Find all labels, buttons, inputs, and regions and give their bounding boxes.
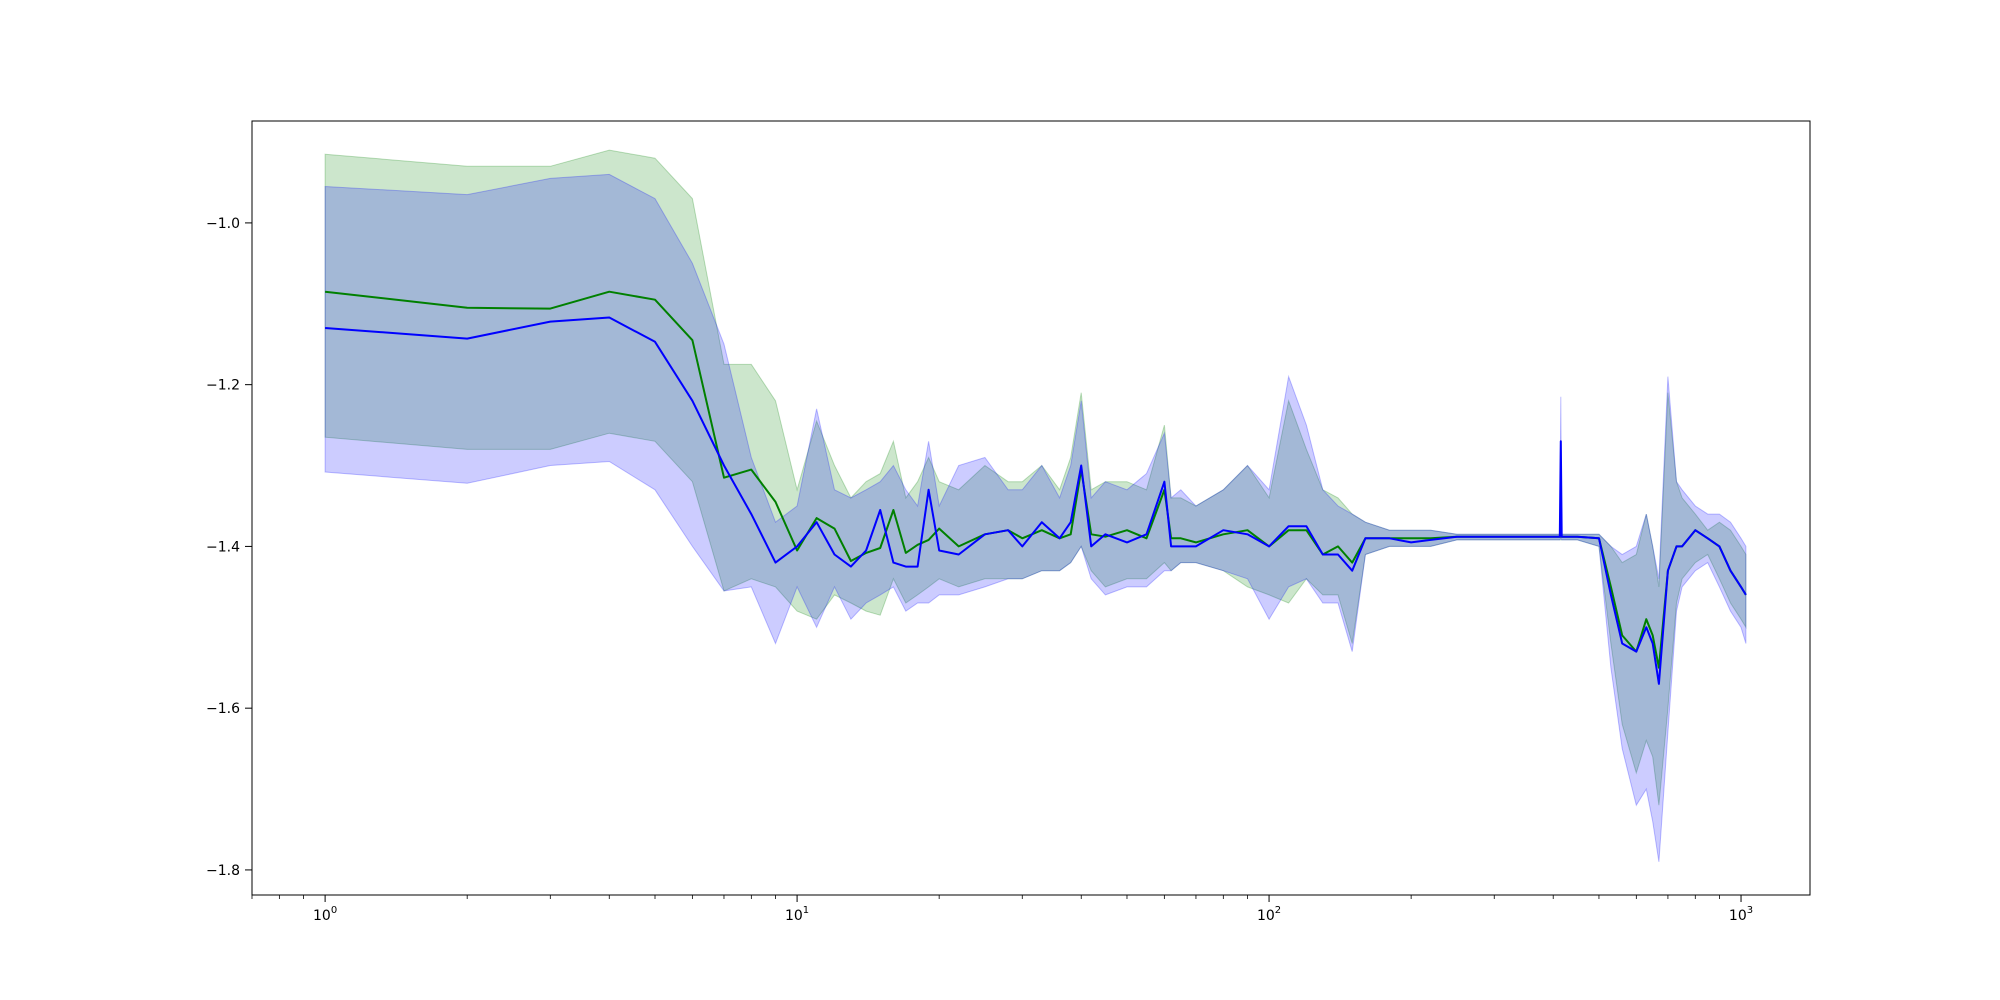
x-axis: 100 101 102 103 (251, 895, 1753, 924)
green-series-line (324, 290, 1747, 669)
y-tick-label: −1.4 (206, 539, 240, 555)
x-tick-label: 103 (1729, 905, 1753, 924)
y-tick-label: −1.6 (206, 701, 240, 717)
plot-frame (251, 120, 1811, 896)
green-confidence-band (324, 149, 1747, 806)
x-tick-label: 101 (785, 905, 809, 924)
x-tick-label: 100 (313, 905, 337, 924)
y-tick-label: −1.2 (206, 378, 240, 394)
y-axis: −1.8 −1.6 −1.4 −1.2 −1.0 (206, 216, 252, 879)
x-tick-label: 102 (1257, 905, 1281, 924)
y-tick-label: −1.0 (206, 216, 240, 232)
y-tick-label: −1.8 (206, 863, 240, 879)
blue-series-line (325, 316, 1747, 685)
series-lines (324, 290, 1747, 685)
confidence-bands (324, 149, 1747, 862)
blue-confidence-band (324, 173, 1747, 862)
